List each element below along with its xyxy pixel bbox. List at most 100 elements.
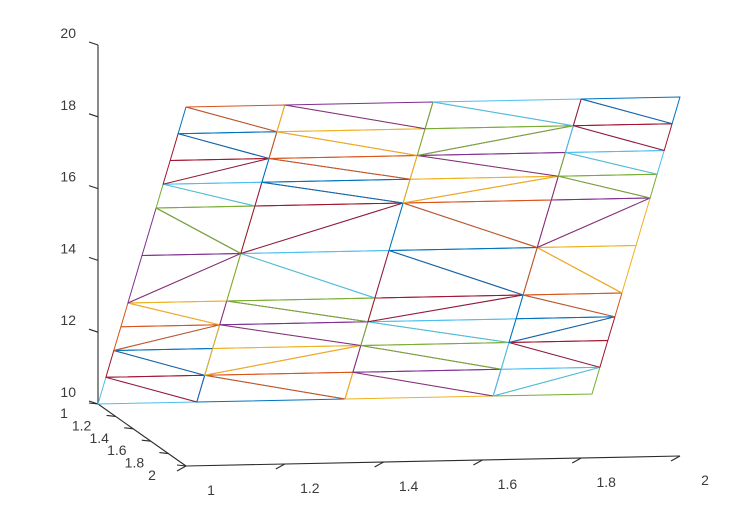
y-tick-label: 1.6 — [107, 442, 127, 458]
y-tick-label: 1.8 — [125, 455, 145, 471]
mesh-triangle — [185, 104, 286, 133]
mesh-triangle — [284, 101, 434, 130]
mesh-triangle — [374, 250, 524, 299]
x-tick-label: 2 — [701, 472, 709, 488]
mesh-triangle — [536, 245, 637, 294]
mesh-triangle — [105, 374, 206, 403]
mesh-triangle — [127, 253, 242, 304]
mesh-triangle — [580, 96, 681, 125]
mesh-triangle — [226, 297, 376, 323]
mesh-surface — [97, 96, 681, 405]
mesh-triangle — [360, 342, 510, 370]
y-tick-label: 2 — [148, 467, 156, 483]
y-tick-label: 1.4 — [89, 430, 109, 446]
z-tick-label: 20 — [60, 25, 76, 41]
y-tick-mark — [159, 452, 169, 455]
mesh-triangle — [162, 181, 263, 207]
x-tick-label: 1.4 — [399, 478, 419, 494]
z-tick-label: 10 — [60, 384, 76, 400]
z-tick-label: 18 — [60, 97, 76, 113]
z-tick-label: 16 — [60, 169, 76, 185]
mesh-triangle — [409, 155, 559, 180]
mesh-triangle — [360, 321, 510, 346]
y-tick-mark — [141, 439, 151, 442]
mesh-triangle — [508, 316, 616, 343]
axes — [88, 41, 681, 472]
mesh-triangle — [204, 371, 354, 400]
x-tick-mark — [374, 461, 384, 468]
mesh-triangle — [388, 247, 538, 296]
mesh-triangle — [424, 101, 574, 130]
z-tick-mark — [88, 113, 99, 118]
mesh-triangle — [492, 366, 601, 397]
mesh-triangle — [352, 368, 502, 397]
mesh-triangle — [268, 155, 418, 180]
mesh-triangle — [113, 324, 221, 351]
mesh-triangle — [432, 98, 582, 127]
mesh-triangle — [388, 202, 538, 251]
x-tick-label: 1.2 — [300, 480, 320, 496]
mesh-triangle — [344, 371, 494, 400]
mesh-triangle — [120, 302, 221, 328]
mesh-triangle — [572, 123, 673, 151]
x-tick-mark — [176, 465, 187, 472]
mesh-triangle — [261, 158, 411, 183]
mesh-triangle — [155, 183, 256, 209]
mesh-triangle — [276, 104, 426, 133]
mesh-triangle — [557, 173, 658, 199]
x-axis-line — [185, 455, 681, 467]
x-tick-label: 1.8 — [596, 474, 616, 490]
x-tick-mark — [670, 455, 681, 462]
z-tick-mark — [88, 256, 99, 261]
mesh-triangle — [500, 342, 601, 370]
y-tick-mark — [88, 402, 99, 405]
mesh-triangle — [254, 181, 404, 207]
mesh-triangle — [240, 250, 390, 299]
mesh-triangle — [261, 178, 411, 204]
mesh-triangle — [177, 106, 278, 135]
x-tick-mark — [275, 463, 286, 470]
mesh-triangle — [367, 294, 524, 323]
mesh-triangle — [276, 128, 426, 156]
mesh-triangle — [402, 199, 552, 248]
mesh-triangle — [564, 150, 665, 175]
mesh-triangle — [268, 131, 418, 159]
mesh-triangle — [522, 292, 623, 318]
mesh-triangle — [105, 350, 206, 378]
mesh-triangle — [416, 125, 574, 156]
x-tick-label: 1 — [207, 482, 215, 498]
mesh-triangle — [416, 152, 566, 177]
mesh-triangle — [564, 125, 665, 153]
mesh-triangle — [169, 133, 270, 161]
y-tick-mark — [124, 427, 134, 430]
mesh-triangle — [240, 202, 404, 254]
mesh-triangle — [550, 175, 651, 201]
mesh-triangle — [367, 318, 517, 343]
mesh-triangle — [226, 253, 376, 302]
x-tick-label: 1.6 — [498, 476, 518, 492]
mesh-triangle — [536, 197, 651, 248]
mesh-triangle — [557, 152, 658, 177]
mesh-triangle — [141, 207, 242, 256]
z-tick-mark — [88, 328, 99, 333]
y-tick-label: 1 — [60, 405, 68, 421]
mesh-triangle — [97, 376, 198, 405]
mesh-triangle — [204, 345, 362, 376]
z-tick-mark — [88, 41, 99, 46]
y-tick-mark — [106, 414, 116, 417]
mesh-triangle — [515, 294, 616, 320]
mesh-triangle — [127, 300, 228, 326]
mesh-triangle — [572, 98, 673, 127]
mesh-triangle — [219, 321, 369, 346]
z-tick-mark — [88, 185, 99, 190]
mesh-triangle — [352, 345, 502, 373]
y-tick-mark — [176, 464, 187, 467]
mesh-triangle — [402, 175, 559, 204]
mesh-triangle — [177, 131, 278, 159]
mesh-triangle — [522, 247, 623, 296]
mesh-triangle — [212, 324, 362, 349]
x-tick-mark — [571, 457, 582, 464]
